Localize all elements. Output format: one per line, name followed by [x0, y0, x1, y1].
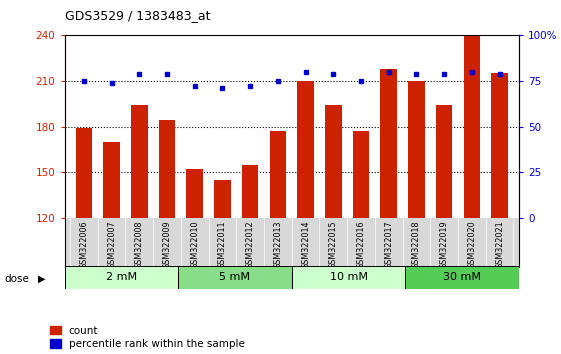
Text: GSM322007: GSM322007	[107, 220, 116, 269]
Text: GSM322009: GSM322009	[163, 220, 172, 269]
Bar	[186, 169, 203, 218]
Text: GSM322012: GSM322012	[246, 220, 255, 269]
Text: 5 mM: 5 mM	[219, 272, 250, 282]
Text: GSM322018: GSM322018	[412, 220, 421, 269]
Bar	[292, 266, 405, 289]
Bar	[76, 128, 92, 218]
Bar	[436, 105, 452, 218]
Bar	[405, 266, 519, 289]
Text: 10 mM: 10 mM	[329, 272, 367, 282]
Text: GSM322015: GSM322015	[329, 220, 338, 269]
Text: GSM322019: GSM322019	[440, 220, 449, 269]
Text: 30 mM: 30 mM	[443, 272, 481, 282]
Text: GSM322006: GSM322006	[80, 220, 89, 269]
Text: GSM322013: GSM322013	[273, 220, 282, 269]
Bar	[103, 142, 120, 218]
Text: GSM322016: GSM322016	[356, 220, 365, 269]
Text: GSM322010: GSM322010	[190, 220, 199, 269]
Text: dose: dose	[4, 274, 29, 284]
Bar	[408, 81, 425, 218]
Text: GSM322011: GSM322011	[218, 220, 227, 269]
Bar	[159, 120, 176, 218]
Text: ▶: ▶	[38, 274, 45, 284]
Bar	[491, 73, 508, 218]
Bar	[353, 131, 369, 218]
Bar	[297, 81, 314, 218]
Text: GSM322008: GSM322008	[135, 220, 144, 269]
Text: GSM322017: GSM322017	[384, 220, 393, 269]
Bar	[325, 105, 342, 218]
Text: GSM322014: GSM322014	[301, 220, 310, 269]
Bar	[214, 180, 231, 218]
Text: GDS3529 / 1383483_at: GDS3529 / 1383483_at	[65, 9, 210, 22]
Bar	[463, 35, 480, 218]
Bar	[380, 69, 397, 218]
Text: GSM322020: GSM322020	[467, 220, 476, 269]
Bar	[131, 105, 148, 218]
Legend: count, percentile rank within the sample: count, percentile rank within the sample	[50, 326, 245, 349]
Text: GSM322021: GSM322021	[495, 220, 504, 269]
Bar	[178, 266, 292, 289]
Text: 2 mM: 2 mM	[106, 272, 137, 282]
Bar	[65, 266, 178, 289]
Bar	[269, 131, 286, 218]
Bar	[242, 165, 259, 218]
